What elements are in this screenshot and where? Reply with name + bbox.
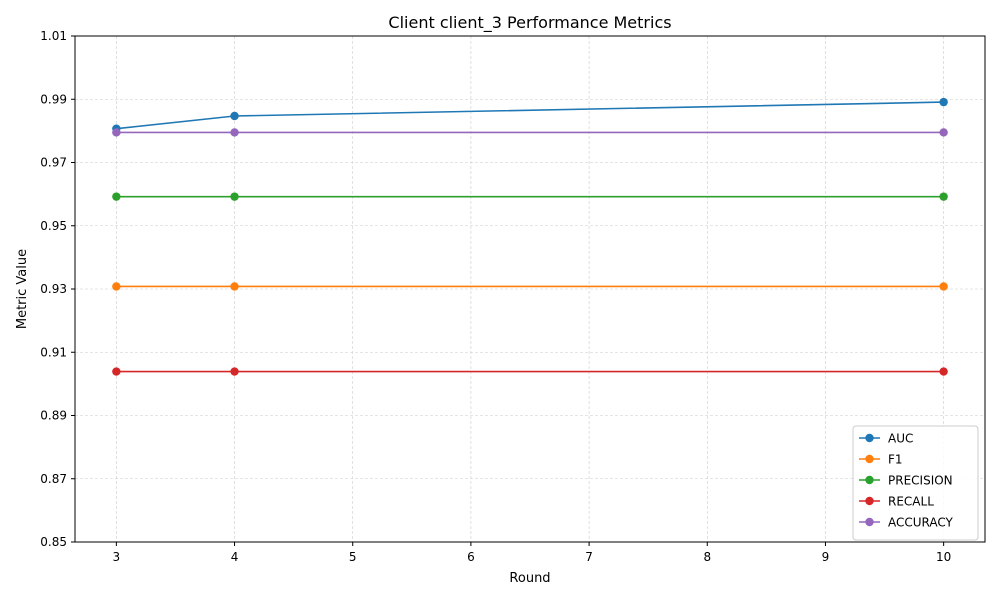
grid — [75, 35, 985, 543]
data-point-precision — [112, 192, 121, 201]
y-tick-label: 0.93 — [40, 282, 67, 296]
x-tick-label: 10 — [936, 550, 951, 564]
data-point-accuracy — [112, 128, 121, 137]
x-tick-label: 9 — [822, 550, 830, 564]
data-point-recall — [939, 367, 948, 376]
data-point-recall — [112, 367, 121, 376]
x-tick-label: 8 — [703, 550, 711, 564]
legend-label-accuracy: ACCURACY — [888, 516, 954, 530]
y-tick-label: 0.99 — [40, 92, 67, 106]
x-tick-label: 7 — [585, 550, 593, 564]
data-point-f1 — [230, 282, 239, 291]
legend-marker-auc — [865, 433, 874, 443]
y-axis-label: Metric Value — [15, 249, 30, 329]
y-tick-label: 0.95 — [40, 219, 67, 233]
y-tick-label: 0.97 — [40, 156, 67, 170]
legend-marker-recall — [865, 496, 874, 506]
data-point-auc — [230, 111, 239, 121]
legend-label-precision: PRECISION — [888, 474, 953, 488]
x-tick-label: 4 — [231, 550, 239, 564]
series-line-auc — [116, 101, 944, 130]
axis-ticks: 3 4 5 6 7 8 9 10 0.85 0.87 0.89 0.91 0.93 0.95 0.97 0.9… — [40, 29, 951, 564]
x-tick-label: 5 — [349, 550, 357, 564]
data-point-precision — [939, 192, 948, 201]
legend-marker-precision — [865, 475, 874, 485]
data-point-auc — [939, 97, 948, 107]
y-tick-label: 0.89 — [40, 409, 67, 423]
y-tick-label: 0.85 — [40, 535, 67, 549]
legend-marker-accuracy — [865, 517, 874, 527]
legend: AUC F1 PRECISION RECALL ACCURACY — [852, 425, 979, 541]
x-tick-label: 3 — [113, 550, 121, 564]
chart-title: Client client_3 Performance Metrics — [388, 13, 671, 33]
legend-marker-f1 — [865, 454, 874, 464]
x-axis-label: Round — [509, 571, 550, 586]
legend-label-recall: RECALL — [888, 495, 934, 509]
y-tick-label: 1.01 — [40, 29, 67, 43]
legend-label-f1: F1 — [888, 453, 903, 467]
series-lines — [112, 97, 948, 376]
data-point-accuracy — [230, 128, 239, 137]
y-tick-label: 0.87 — [40, 472, 67, 486]
data-point-f1 — [939, 282, 948, 291]
y-tick-label: 0.91 — [40, 345, 67, 359]
x-tick-label: 6 — [467, 550, 475, 564]
data-point-f1 — [112, 282, 121, 291]
legend-box — [852, 425, 979, 541]
data-point-accuracy — [939, 128, 948, 137]
data-point-recall — [230, 367, 239, 376]
data-point-precision — [230, 192, 239, 201]
legend-label-auc: AUC — [888, 432, 913, 446]
